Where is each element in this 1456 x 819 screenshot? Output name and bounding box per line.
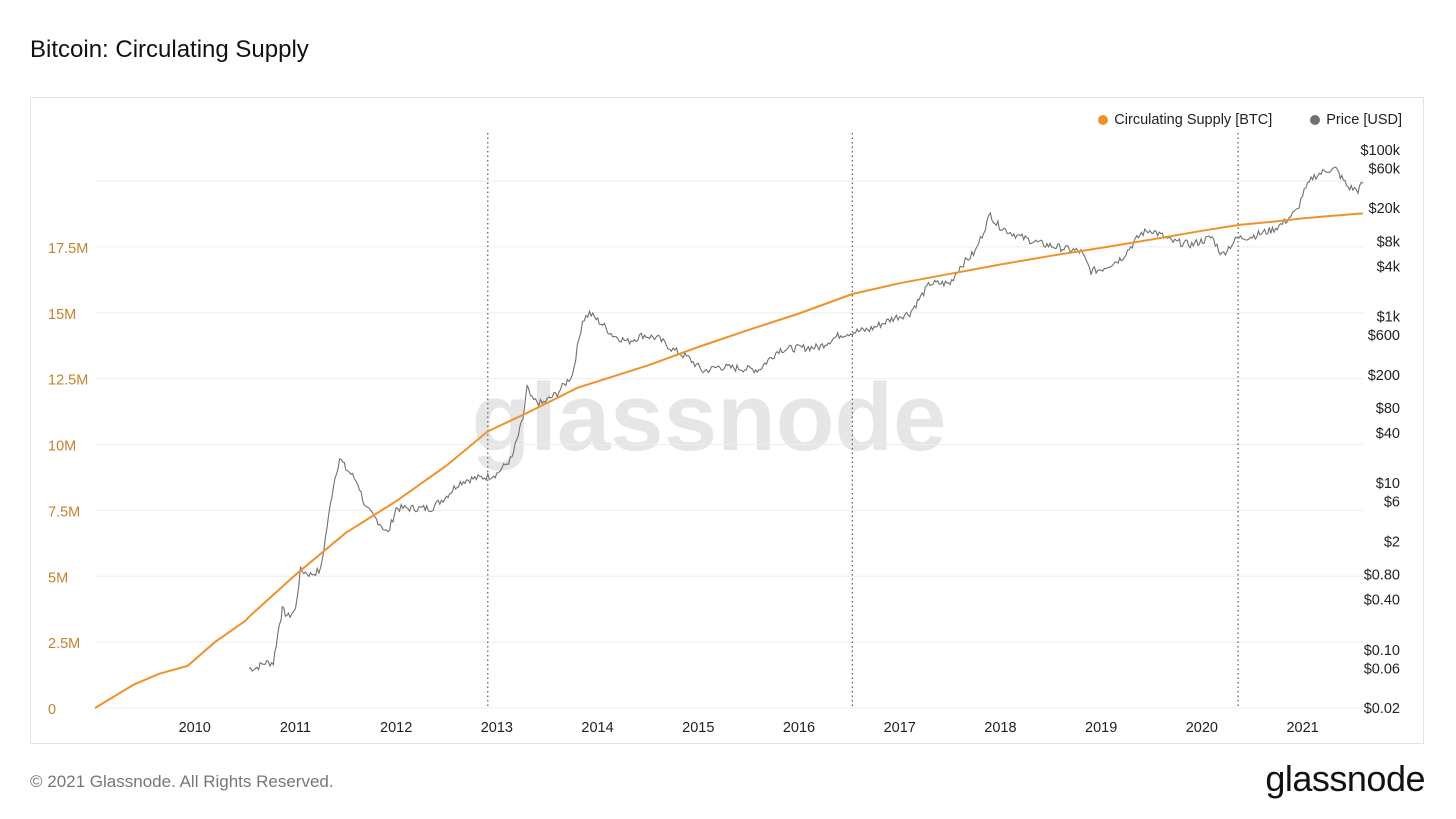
right-axis-tick-label: $200 (1368, 368, 1400, 384)
right-axis-tick-label: $80 (1376, 401, 1400, 417)
x-axis-tick-label: 2011 (280, 720, 311, 736)
x-axis-tick-label: 2010 (179, 720, 211, 736)
supply-series-line (94, 212, 1364, 709)
right-axis-tick-label: $0.10 (1364, 643, 1400, 659)
x-axis-tick-label: 2019 (1085, 720, 1117, 736)
x-axis-tick-label: 2017 (884, 720, 916, 736)
right-axis-tick-label: $20k (1369, 201, 1401, 217)
right-axis-tick-label: $60k (1369, 161, 1401, 177)
x-axis-tick-label: 2018 (984, 720, 1016, 736)
right-axis-tick-label: $0.80 (1364, 568, 1400, 584)
x-axis-tick-label: 2012 (380, 720, 412, 736)
supply-legend-dot-icon (1098, 115, 1109, 125)
x-axis-tick-label: 2014 (581, 720, 613, 736)
copyright-footer: © 2021 Glassnode. All Rights Reserved. (30, 772, 334, 791)
right-axis-tick-label: $100k (1360, 143, 1400, 159)
price-series-line (248, 166, 1364, 672)
legend-label-supply: Circulating Supply [BTC] (1114, 112, 1273, 128)
x-axis-tick-label: 2020 (1186, 720, 1218, 736)
right-axis-tick-label: $2 (1384, 534, 1400, 550)
price-legend-dot-icon (1310, 115, 1321, 125)
right-axis-tick-label: $6 (1384, 495, 1400, 511)
right-axis-tick-label: $0.02 (1364, 701, 1400, 717)
brand-logo[interactable]: glassnode (1265, 758, 1425, 799)
right-axis-tick-label: $600 (1368, 328, 1400, 344)
legend-label-price: Price [USD] (1326, 112, 1402, 128)
legend: Circulating Supply [BTC] Price [USD] (1098, 112, 1402, 128)
left-axis-tick-label: 7.5M (48, 504, 80, 520)
page-title: Bitcoin: Circulating Supply (30, 36, 309, 63)
left-axis-tick-label: 15M (48, 307, 76, 323)
x-axis-tick-label: 2013 (481, 720, 513, 736)
left-axis-tick-label: 5M (48, 570, 68, 586)
right-axis-tick-label: $10 (1376, 476, 1400, 492)
left-axis-tick-label: 10M (48, 439, 76, 455)
right-axis-tick-label: $8k (1377, 234, 1401, 250)
left-axis-tick-label: 12.5M (48, 373, 88, 389)
right-axis-tick-label: $1k (1377, 310, 1401, 326)
x-axis-tick-label: 2021 (1286, 720, 1318, 736)
right-axis-tick-label: $40 (1376, 426, 1400, 442)
x-axis-tick-label: 2015 (682, 720, 714, 736)
left-axis-tick-label: 0 (48, 702, 56, 718)
chart-frame: glassnode 0 2.5M 5M 7.5M 10M 12.5M 15M 17.5M $0.0… (30, 97, 1424, 744)
left-axis-tick-label: 2.5M (48, 636, 80, 652)
left-axis-tick-label: 17.5M (48, 241, 88, 257)
chart: glassnode 0 2.5M 5M 7.5M 10M 12.5M 15M 17.5M $0.0… (48, 133, 1401, 736)
right-axis-tick-label: $0.06 (1364, 661, 1400, 677)
watermark-text: glassnode (472, 364, 947, 471)
right-axis-tick-label: $0.40 (1364, 593, 1400, 609)
legend-item-price[interactable]: Price [USD] (1310, 112, 1402, 128)
x-axis-tick-label: 2016 (783, 720, 815, 736)
right-axis-tick-label: $4k (1377, 259, 1401, 275)
legend-item-supply[interactable]: Circulating Supply [BTC] (1098, 112, 1272, 128)
